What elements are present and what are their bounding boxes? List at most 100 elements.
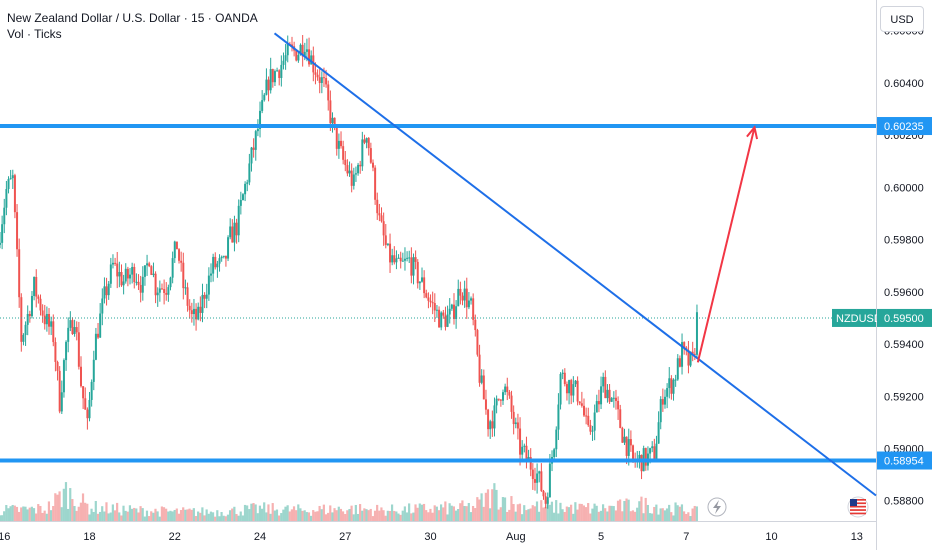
volume-bar [348,509,351,521]
trendline [273,32,877,497]
candle-body [506,386,509,393]
volume-bar [431,512,434,521]
volume-bar [410,513,413,521]
volume-bar [160,506,163,521]
candle-body [92,359,95,382]
candle-body [678,358,681,367]
volume-bar [190,509,193,521]
candle-body [122,281,125,286]
volume-bar [390,504,394,521]
volume-bar [147,516,151,521]
candle-body [261,100,264,111]
x-tick-label: Aug [506,531,526,543]
candle-body [16,212,19,250]
candle-body [305,49,308,52]
volume-bar [448,503,451,521]
candle-body [427,297,430,301]
candle-body [544,496,547,504]
volume-bar [693,505,696,521]
volume-bar [179,510,183,521]
candle-body [619,409,622,428]
candle-body [444,315,447,327]
volume-bar [211,512,215,521]
volume-bar [691,508,694,521]
volume-bar [233,506,236,521]
candle-body [348,170,351,174]
candle-body [672,379,675,394]
volume-bar [145,510,149,521]
currency-button[interactable]: USD [880,6,924,32]
candle-body [101,298,104,314]
candle-body [595,401,598,413]
volume-bar [105,502,108,521]
candles-series [0,35,698,509]
candle-body [337,140,340,149]
volume-bar [627,499,630,521]
volume-bar [593,503,596,521]
volume-bar [90,508,93,521]
volume-bar [222,515,225,521]
volume-bar [28,507,31,521]
volume-bar [47,501,51,521]
candle-body [386,243,389,245]
volume-bar [5,505,8,521]
volume-bar [674,502,677,521]
candle-body [278,70,281,78]
candle-body [382,221,385,236]
volume-bar [550,501,554,521]
symbol-label: NZDUSD [836,313,882,325]
candle-body [612,397,615,399]
us-flag-stripe [850,502,866,505]
candle-body [497,398,500,400]
volume-bar [201,507,204,521]
volume-bar [337,506,340,521]
us-flag-canton [850,499,857,506]
candle-body [546,497,549,504]
volume-bar [467,502,470,521]
volume-bar [648,513,652,521]
volume-bar [444,501,447,521]
volume-bar [646,504,649,521]
volume-bar [322,504,325,521]
volume-bar [587,503,590,521]
candle-body [48,313,51,327]
volume-bar [265,512,268,521]
volume-bar [403,506,406,521]
candle-body [384,235,387,245]
volume-bar [318,505,321,521]
candle-body [521,446,524,455]
x-tick-label: 27 [339,531,351,543]
volume-bar [687,512,690,521]
volume-bar [316,511,319,521]
volume-bar [54,493,57,521]
volume-bar [604,508,607,521]
candle-body [365,138,368,143]
candle-body [167,287,170,295]
volume-bar [378,510,381,521]
volume-bar [538,511,541,521]
volume-bar [7,508,10,521]
candle-body [318,77,321,83]
volume-bar [529,508,532,521]
volume-bar [503,497,507,521]
volume-bar [663,510,666,521]
candle-body [103,286,106,299]
volume-bar [352,514,355,521]
candle-body [668,378,671,389]
candle-body [224,255,227,259]
candle-body [129,274,132,279]
candle-body [644,448,647,466]
volume-bar [30,506,33,521]
volume-bar [39,505,42,521]
volume-bar [361,510,364,521]
candle-body [1,224,4,243]
volume-bar [9,506,12,521]
volume-bar [275,509,279,521]
volume-bar [676,505,679,521]
volume-bar [597,511,600,521]
volume-bar [162,507,166,521]
volume-bar [64,482,68,521]
candle-body [576,380,579,402]
